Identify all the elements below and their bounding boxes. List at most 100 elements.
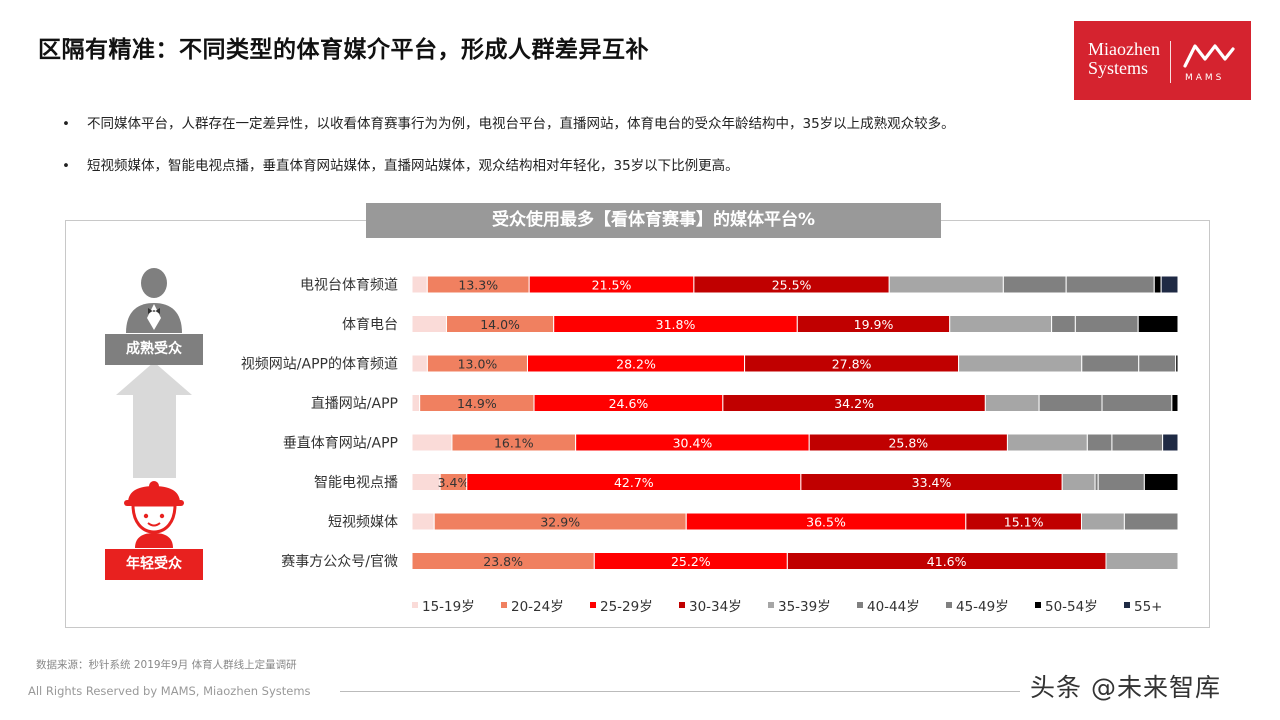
bar-segment — [411, 354, 428, 373]
data-label: 25.5% — [772, 278, 812, 293]
data-label: 34.2% — [834, 396, 874, 411]
bar-segment — [958, 354, 1083, 373]
data-label: 16.1% — [494, 436, 534, 451]
bar-segment — [411, 433, 453, 452]
bar-segment — [1080, 512, 1125, 531]
data-label: 42.7% — [614, 475, 654, 490]
bar-segment — [1175, 354, 1179, 373]
bar-segment — [1153, 275, 1162, 294]
data-label: 13.0% — [458, 357, 498, 372]
mature-audience-icon — [126, 268, 182, 333]
legend-item: 30-34岁 — [689, 599, 742, 615]
bar-segment — [1002, 275, 1067, 294]
data-label: 32.9% — [540, 515, 580, 530]
mams-logo-icon — [1183, 44, 1235, 68]
copyright: All Rights Reserved by MAMS, Miaozhen Sy… — [28, 684, 311, 698]
bar-segment — [411, 473, 441, 491]
legend-item: 35-39岁 — [778, 599, 831, 615]
data-label: 19.9% — [854, 317, 894, 332]
arrow-shaft — [133, 393, 176, 478]
category-label: 垂直体育网站/APP — [283, 435, 398, 452]
legend-swatch — [501, 602, 507, 608]
legend-item: 20-24岁 — [511, 599, 564, 615]
bar-segment — [888, 275, 1004, 294]
bar-segment — [1006, 433, 1088, 452]
legend-item: 50-54岁 — [1045, 599, 1098, 615]
data-label: 30.4% — [673, 436, 713, 451]
bar-segment — [1074, 315, 1139, 333]
arrow-head — [116, 362, 192, 395]
logo-brand-line2: Systems — [1088, 58, 1149, 78]
legend-swatch — [679, 602, 685, 608]
legend-swatch — [412, 602, 418, 608]
bar-segment — [411, 512, 435, 531]
data-label: 31.8% — [656, 317, 696, 332]
data-label: 14.9% — [457, 396, 497, 411]
legend-swatch — [768, 602, 774, 608]
bar-segment — [1081, 354, 1140, 373]
legend-item: 40-44岁 — [867, 599, 920, 615]
page-title: 区隔有精准：不同类型的体育媒介平台，形成人群差异互补 — [38, 37, 649, 63]
bar-segment — [411, 315, 447, 333]
data-source: 数据来源：秒针系统 2019年9月 体育人群线上定量调研 — [36, 659, 297, 671]
data-label: 36.5% — [806, 515, 846, 530]
data-label: 21.5% — [592, 278, 632, 293]
data-label: 14.0% — [480, 317, 520, 332]
bar-segment — [1138, 354, 1177, 373]
data-label: 41.6% — [927, 554, 967, 569]
data-label: 27.8% — [832, 357, 872, 372]
bar-segment — [949, 315, 1053, 333]
legend-swatch — [857, 602, 863, 608]
legend-item: 15-19岁 — [422, 599, 475, 615]
bar-segment — [1111, 433, 1164, 452]
bar-segment — [1065, 275, 1155, 294]
logo-brand-line1: Miaozhen — [1088, 39, 1160, 59]
bar-segment — [1160, 275, 1179, 294]
legend-item: 45-49岁 — [956, 599, 1009, 615]
young-audience-label: 年轻受众 — [105, 549, 203, 580]
bar-segment — [1123, 512, 1179, 531]
legend-swatch — [1124, 602, 1130, 608]
data-label: 3.4% — [438, 475, 470, 490]
data-label: 23.8% — [483, 554, 523, 569]
legend-item: 55+ — [1134, 599, 1163, 615]
bar-segment — [1097, 473, 1145, 491]
logo-brand: Miaozhen Systems — [1088, 40, 1160, 78]
bullet-list: 不同媒体平台，人群存在一定差异性，以收看体育赛事行为为例，电视台平台，直播网站，… — [62, 114, 955, 198]
data-label: 13.3% — [458, 278, 498, 293]
category-label: 智能电视点播 — [314, 475, 398, 491]
bar-segment — [1105, 552, 1179, 570]
category-label: 直播网站/APP — [311, 395, 398, 412]
bar-segment — [1038, 394, 1103, 412]
bullet-item: 短视频媒体，智能电视点播，垂直体育网站媒体，直播网站媒体，观众结构相对年轻化，3… — [62, 156, 955, 176]
audience-arrow — [116, 362, 192, 478]
category-label: 短视频媒体 — [328, 515, 398, 531]
chart-title: 受众使用最多【看体育赛事】的媒体平台% — [366, 203, 941, 238]
logo-divider — [1170, 41, 1171, 83]
bar-segment — [1171, 394, 1179, 412]
category-label: 电视台体育频道 — [300, 278, 398, 294]
young-audience-icon — [124, 481, 184, 548]
bar-segment — [1061, 473, 1096, 491]
legend-swatch — [1035, 602, 1041, 608]
category-label: 赛事方公众号/官微 — [281, 554, 398, 570]
bar-segment — [1137, 315, 1179, 333]
data-label: 15.1% — [1004, 515, 1044, 530]
category-label: 体育电台 — [342, 317, 398, 333]
mature-audience-label: 成熟受众 — [105, 334, 203, 365]
bar-segment — [411, 275, 428, 294]
bar-segment — [1101, 394, 1173, 412]
data-label: 28.2% — [616, 357, 656, 372]
data-label: 25.8% — [888, 436, 928, 451]
bar-segment — [1051, 315, 1076, 333]
bar-segment — [984, 394, 1040, 412]
bar-segment — [1162, 433, 1179, 452]
bar-segment — [411, 394, 421, 412]
legend-swatch — [590, 602, 596, 608]
watermark: 头条 @未来智库 — [1030, 673, 1221, 702]
legend-swatch — [946, 602, 952, 608]
footer-divider — [340, 691, 1020, 692]
data-label: 24.6% — [609, 396, 649, 411]
miaozhen-logo: Miaozhen Systems MAMS — [1074, 21, 1251, 100]
